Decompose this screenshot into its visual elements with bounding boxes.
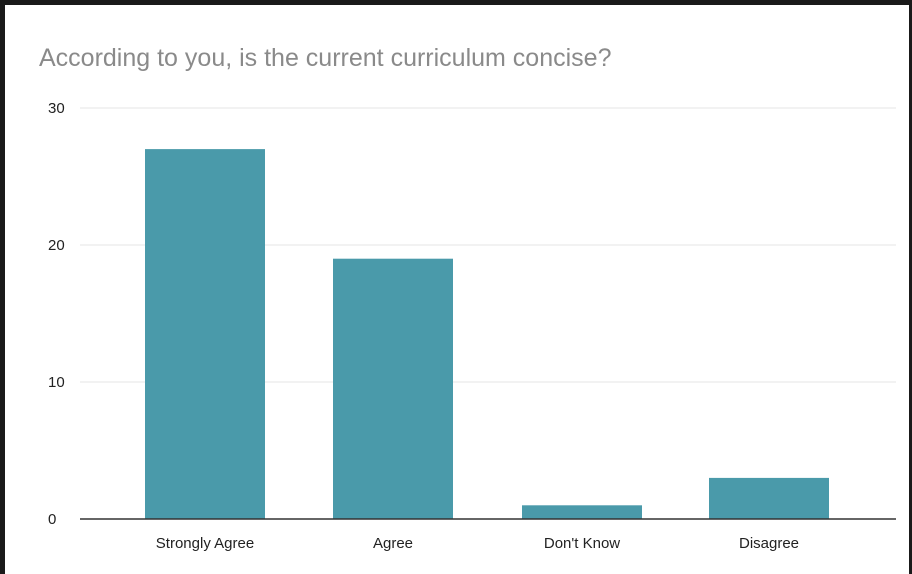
bar (333, 258, 453, 519)
x-axis-labels: Strongly Agree Agree Don't Know Disagree (156, 535, 799, 552)
bar (522, 505, 642, 519)
y-tick-label: 20 (48, 237, 65, 254)
y-tick-label: 0 (48, 511, 56, 528)
chart-title: According to you, is the current curricu… (39, 44, 612, 72)
bar (145, 149, 265, 519)
y-tick-label: 10 (48, 374, 65, 391)
bar (709, 477, 829, 519)
x-category-label: Strongly Agree (156, 535, 254, 552)
y-tick-label: 30 (48, 100, 65, 117)
bars (145, 149, 829, 519)
x-category-label: Agree (373, 535, 413, 552)
x-category-label: Disagree (739, 535, 799, 552)
y-axis-ticks: 0 10 20 30 (48, 100, 65, 528)
x-category-label: Don't Know (544, 535, 620, 552)
